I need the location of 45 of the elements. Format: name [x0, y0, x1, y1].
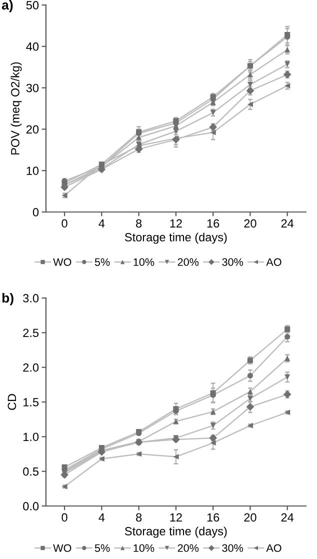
- x-tick-label: 24: [281, 513, 294, 522]
- legend-label: 10%: [134, 258, 154, 266]
- legend-label: 20%: [178, 544, 199, 552]
- x-tick-label: 12: [170, 513, 182, 522]
- x-tick-label: 12: [170, 219, 182, 228]
- x-axis-title: Storage time (days): [124, 526, 227, 538]
- legend-label: 5%: [94, 544, 110, 552]
- y-axis-title: POV (meq O2/kg): [10, 62, 22, 154]
- x-tick-label: 24: [281, 219, 294, 228]
- x-tick-label: 16: [207, 219, 220, 228]
- x-tick-label: 20: [244, 219, 256, 228]
- legend-label: AO: [266, 544, 282, 552]
- legend-label: 30%: [222, 258, 244, 266]
- x-tick-label: 0: [62, 219, 68, 228]
- legend-label: WO: [53, 544, 72, 552]
- legend-label: WO: [53, 258, 72, 266]
- y-tick-label: 1.0: [24, 432, 39, 442]
- y-tick-label: 10: [26, 166, 39, 175]
- legend-label: 10%: [134, 544, 154, 552]
- x-tick-label: 16: [207, 513, 220, 522]
- y-tick-label: 50: [26, 1, 39, 10]
- y-tick-label: 2.0: [23, 363, 39, 372]
- chart-title: a): [2, 0, 13, 12]
- x-axis-title: Storage time (days): [124, 232, 227, 244]
- legend-label: AO: [266, 258, 282, 266]
- y-tick-label: 20: [26, 125, 39, 134]
- legend-label: 20%: [178, 258, 199, 266]
- legend-label: 30%: [222, 544, 244, 552]
- x-tick-label: 8: [136, 513, 142, 522]
- x-tick-label: 8: [136, 219, 142, 228]
- y-tick-label: 40: [26, 42, 39, 51]
- x-tick-label: 4: [98, 219, 105, 228]
- y-tick-label: 0: [32, 208, 39, 216]
- chart-title: b): [2, 292, 14, 306]
- x-tick-label: 4: [98, 513, 105, 522]
- legend-label: 5%: [94, 258, 110, 266]
- y-tick-label: 1.5: [24, 398, 39, 406]
- y-tick-label: 2.5: [23, 328, 39, 338]
- x-tick-label: 0: [62, 513, 68, 522]
- y-tick-label: 0.5: [23, 467, 39, 476]
- y-axis-title: CD: [8, 394, 16, 410]
- y-tick-label: 0.0: [23, 502, 39, 510]
- y-tick-label: 30: [26, 84, 39, 92]
- y-tick-label: 3.0: [23, 294, 39, 302]
- x-tick-label: 20: [244, 513, 256, 522]
